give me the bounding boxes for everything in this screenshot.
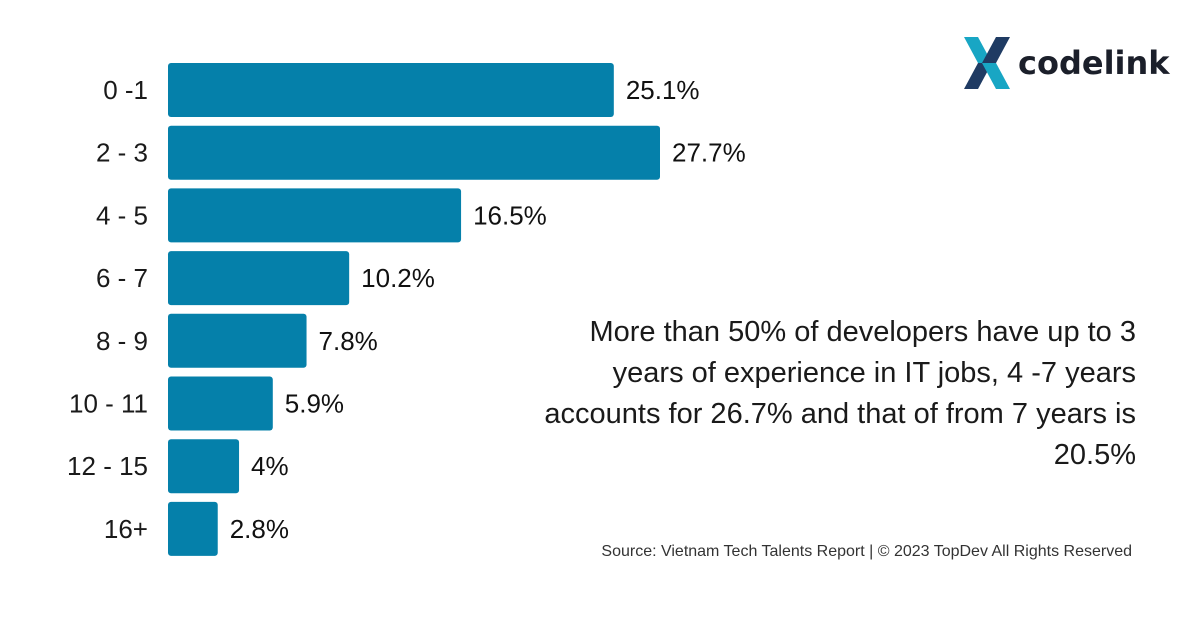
bar — [168, 63, 614, 117]
category-label: 10 - 11 — [69, 389, 148, 419]
category-label: 12 - 15 — [67, 451, 148, 481]
bar — [168, 439, 240, 494]
value-label: 5.9% — [285, 389, 344, 419]
value-label: 10.2% — [361, 263, 435, 293]
category-label: 6 - 7 — [96, 263, 148, 293]
summary-annotation: More than 50% of developers have up to 3… — [544, 316, 1136, 471]
brand-logo: codelink — [962, 34, 1170, 92]
category-label: 0 -1 — [103, 75, 148, 105]
bar — [168, 125, 660, 180]
category-label: 4 - 5 — [96, 200, 148, 230]
value-label: 27.7% — [672, 138, 746, 168]
source-credit: Source: Vietnam Tech Talents Report | © … — [601, 543, 1132, 560]
value-label: 7.8% — [319, 326, 378, 356]
bar — [168, 501, 218, 556]
category-label: 16+ — [104, 514, 148, 544]
category-label: 2 - 3 — [96, 138, 148, 168]
bar — [168, 376, 273, 431]
value-label: 25.1% — [626, 75, 700, 105]
category-label: 8 - 9 — [96, 326, 148, 356]
value-label: 2.8% — [230, 514, 289, 544]
bar — [168, 251, 350, 306]
codelink-logo-icon — [964, 37, 1010, 89]
value-label: 4% — [251, 451, 289, 481]
bar — [168, 188, 462, 243]
brand-name: codelink — [1018, 44, 1170, 82]
bar — [168, 313, 307, 368]
value-label: 16.5% — [473, 200, 547, 230]
